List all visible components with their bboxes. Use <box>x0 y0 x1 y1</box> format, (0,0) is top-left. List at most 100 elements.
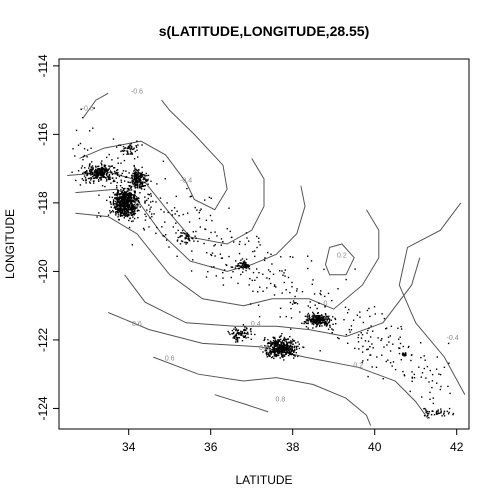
data-point-829 <box>100 174 102 176</box>
data-point-1417 <box>286 342 288 345</box>
data-point-2176 <box>177 229 179 232</box>
data-point-2154 <box>124 197 126 199</box>
data-point-1152 <box>271 348 274 351</box>
data-point-2219 <box>421 372 424 374</box>
data-point-1677 <box>317 316 320 318</box>
data-point-492 <box>131 193 133 196</box>
data-point-1994 <box>114 180 116 182</box>
data-point-2429 <box>91 161 93 163</box>
data-point-1882 <box>237 329 240 331</box>
data-point-460 <box>123 198 125 201</box>
data-point-933 <box>143 178 145 181</box>
data-point-639 <box>91 165 94 167</box>
data-point-483 <box>114 206 116 208</box>
data-point-2145 <box>253 250 256 252</box>
data-point-865 <box>144 174 146 176</box>
data-point-1985 <box>200 208 202 210</box>
data-point-1649 <box>314 319 316 321</box>
data-point-2434 <box>391 365 393 367</box>
data-point-565 <box>116 196 119 198</box>
data-point-2123 <box>156 226 158 229</box>
data-point-2437 <box>149 217 151 219</box>
data-point-1653 <box>312 323 315 326</box>
data-point-1742 <box>137 144 139 146</box>
data-point-1253 <box>262 351 264 353</box>
data-point-1485 <box>309 320 312 322</box>
data-point-2170 <box>229 230 231 233</box>
data-point-2297 <box>373 306 376 308</box>
data-point-1263 <box>273 341 276 343</box>
data-point-2380 <box>129 200 131 203</box>
contour-label-8: 0.6 <box>259 345 269 352</box>
data-point-2078 <box>320 293 322 296</box>
data-point-797 <box>98 165 100 168</box>
data-point-847 <box>100 171 102 173</box>
data-point-1435 <box>275 342 277 344</box>
data-point-2341 <box>289 301 292 304</box>
data-point-2250 <box>448 362 450 364</box>
data-point-2121 <box>134 199 136 201</box>
data-point-1392 <box>272 339 275 342</box>
data-point-989 <box>141 185 143 188</box>
data-point-1202 <box>289 349 291 351</box>
data-point-2050 <box>372 330 374 332</box>
data-point-104 <box>123 215 126 217</box>
data-point-1951 <box>446 410 448 413</box>
data-point-825 <box>88 164 91 166</box>
data-point-1786 <box>122 153 125 156</box>
data-point-2379 <box>230 236 233 239</box>
data-point-812 <box>100 172 103 175</box>
data-point-857 <box>106 178 108 181</box>
data-point-2383 <box>270 253 272 255</box>
data-point-2102 <box>388 341 390 343</box>
data-point-2240 <box>240 259 242 261</box>
data-point-2091 <box>216 235 218 237</box>
data-point-336 <box>125 203 127 205</box>
data-point-2458 <box>223 269 226 271</box>
data-point-408 <box>116 202 118 205</box>
data-point-2150 <box>213 245 215 247</box>
data-point-1448 <box>286 346 288 348</box>
data-point-437 <box>119 215 122 217</box>
data-point-1847 <box>186 232 189 234</box>
data-point-1999 <box>230 266 232 268</box>
data-point-508 <box>125 193 127 195</box>
contour-label-7: 0.4 <box>251 321 261 328</box>
data-point-2481 <box>228 207 230 209</box>
data-point-1953 <box>433 414 436 416</box>
data-point-1937 <box>239 332 241 334</box>
data-point-305 <box>139 192 141 194</box>
data-point-1359 <box>275 343 277 346</box>
data-point-633 <box>102 172 105 174</box>
data-point-2441 <box>246 264 248 266</box>
data-point-314 <box>132 206 135 208</box>
data-point-1835 <box>188 238 191 240</box>
data-point-696 <box>92 167 94 169</box>
data-point-1979 <box>442 413 445 415</box>
data-point-2129 <box>127 207 129 209</box>
data-point-2166 <box>316 315 319 317</box>
data-point-2038 <box>425 377 427 379</box>
data-point-1394 <box>285 349 287 351</box>
data-point-1462 <box>316 325 318 327</box>
data-point-1926 <box>232 337 234 339</box>
data-point-1343 <box>281 355 283 358</box>
data-point-2031 <box>137 200 139 202</box>
data-point-2359 <box>125 175 128 178</box>
data-point-723 <box>105 177 107 179</box>
data-point-1981 <box>427 414 429 416</box>
data-point-745 <box>89 163 91 165</box>
data-point-1756 <box>131 148 133 150</box>
data-point-159 <box>115 208 118 210</box>
data-point-528 <box>118 197 120 199</box>
data-point-436 <box>122 192 124 195</box>
data-point-1449 <box>295 342 297 344</box>
data-point-1858 <box>238 337 241 339</box>
data-point-1283 <box>283 349 285 352</box>
data-point-1995 <box>138 180 140 182</box>
data-point-2345 <box>319 350 321 352</box>
data-point-1853 <box>179 235 182 237</box>
data-point-2188 <box>324 306 326 308</box>
data-point-871 <box>141 171 143 174</box>
data-point-2000 <box>211 252 214 254</box>
